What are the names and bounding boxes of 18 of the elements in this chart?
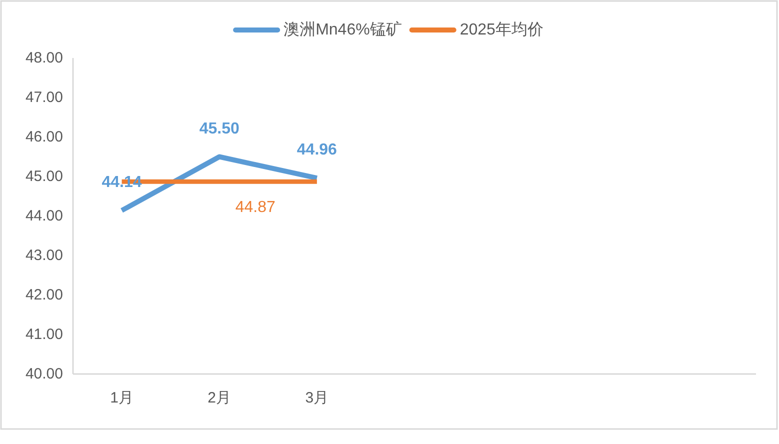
y-tick-label: 44.00	[25, 208, 63, 224]
data-label: 44.87	[235, 199, 276, 216]
data-label: 44.14	[102, 174, 142, 191]
legend-label: 2025年均价	[460, 22, 544, 38]
y-tick-label: 42.00	[25, 286, 63, 304]
y-tick-label: 40.00	[25, 366, 63, 382]
x-tick-label: 2月	[208, 390, 232, 406]
y-tick-label: 43.00	[25, 247, 63, 264]
data-label: 44.96	[296, 142, 338, 159]
y-tick-label: 47.00	[25, 89, 63, 106]
x-tick-label: 1月	[110, 390, 134, 406]
legend-label: 澳洲Mn46%锰矿	[284, 20, 402, 38]
y-tick-label: 48.00	[25, 50, 63, 66]
y-tick-label: 45.00	[25, 168, 63, 185]
y-tick-label: 46.00	[25, 128, 63, 146]
y-tick-label: 41.00	[25, 326, 63, 343]
x-tick-label: 3月	[305, 390, 329, 406]
data-label: 45.50	[199, 120, 240, 138]
